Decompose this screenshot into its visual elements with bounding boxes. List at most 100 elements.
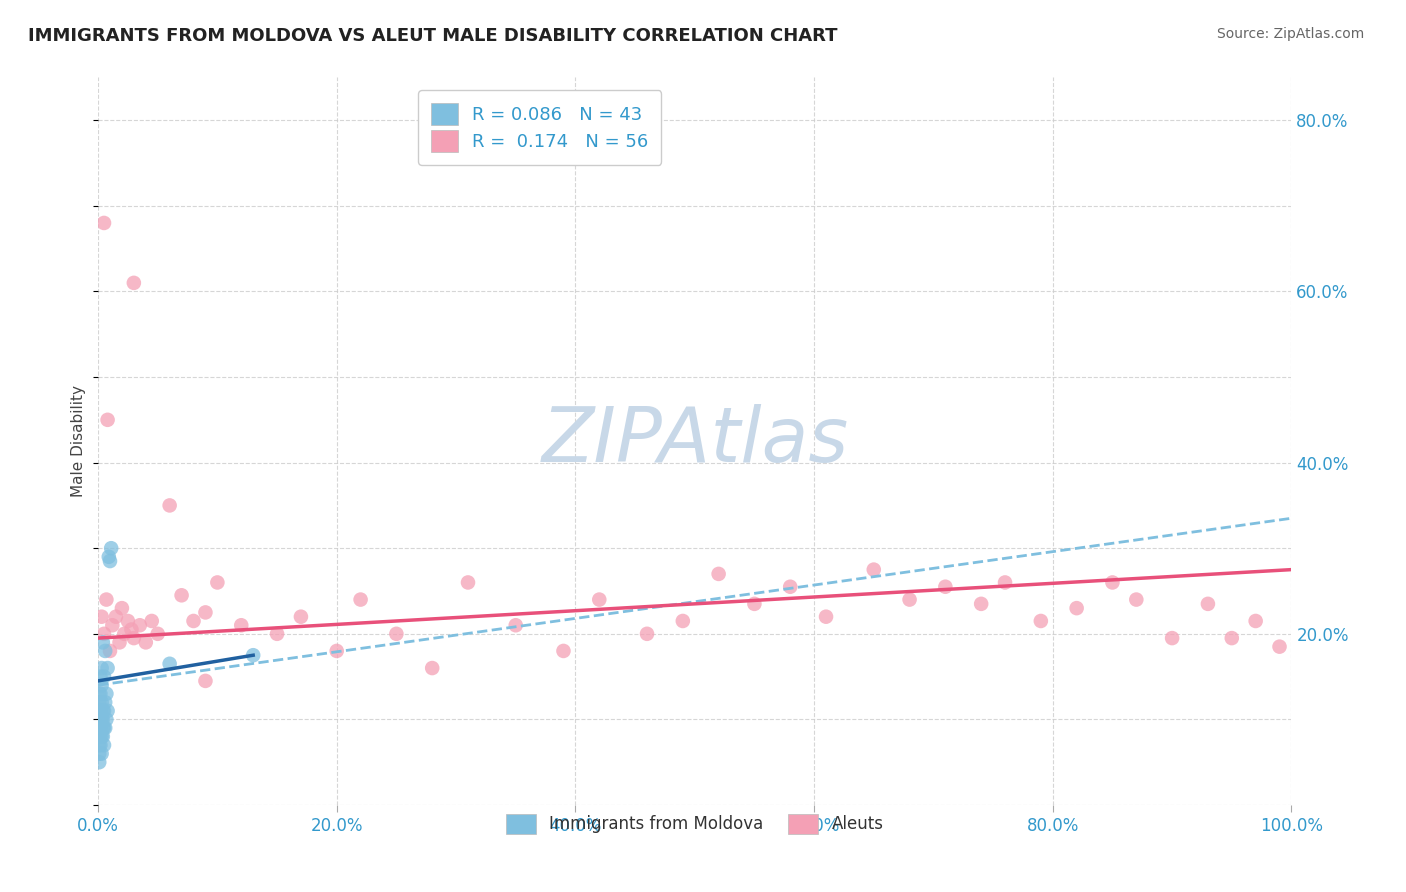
Point bbox=[1197, 597, 1219, 611]
Point bbox=[266, 627, 288, 641]
Point bbox=[101, 618, 124, 632]
Point bbox=[97, 704, 120, 718]
Point bbox=[98, 644, 121, 658]
Point bbox=[90, 713, 112, 727]
Point bbox=[194, 673, 217, 688]
Point bbox=[1066, 601, 1088, 615]
Point bbox=[141, 614, 163, 628]
Point bbox=[93, 670, 115, 684]
Point bbox=[194, 606, 217, 620]
Point bbox=[588, 592, 610, 607]
Point bbox=[108, 635, 131, 649]
Point bbox=[94, 695, 117, 709]
Point bbox=[135, 635, 157, 649]
Point bbox=[325, 644, 347, 658]
Point bbox=[128, 618, 150, 632]
Point bbox=[89, 755, 111, 769]
Point bbox=[89, 738, 111, 752]
Point bbox=[121, 623, 143, 637]
Point bbox=[89, 687, 111, 701]
Point bbox=[183, 614, 205, 628]
Point bbox=[707, 566, 730, 581]
Point bbox=[96, 592, 118, 607]
Point bbox=[242, 648, 264, 663]
Point bbox=[96, 713, 118, 727]
Point bbox=[815, 609, 838, 624]
Point bbox=[122, 276, 145, 290]
Point bbox=[90, 678, 112, 692]
Point bbox=[90, 695, 112, 709]
Point bbox=[636, 627, 658, 641]
Point bbox=[90, 609, 112, 624]
Point bbox=[89, 687, 111, 701]
Point bbox=[97, 413, 120, 427]
Point bbox=[89, 721, 111, 735]
Point bbox=[505, 618, 527, 632]
Point bbox=[862, 563, 884, 577]
Point bbox=[91, 635, 114, 649]
Point bbox=[93, 721, 115, 735]
Point bbox=[93, 216, 115, 230]
Point bbox=[159, 657, 181, 671]
Text: Source: ZipAtlas.com: Source: ZipAtlas.com bbox=[1216, 27, 1364, 41]
Point bbox=[91, 721, 114, 735]
Point bbox=[89, 730, 111, 744]
Point bbox=[100, 541, 122, 556]
Point bbox=[117, 614, 139, 628]
Point bbox=[170, 588, 193, 602]
Point bbox=[146, 627, 169, 641]
Point bbox=[97, 661, 120, 675]
Point bbox=[1268, 640, 1291, 654]
Point bbox=[420, 661, 443, 675]
Point bbox=[90, 747, 112, 761]
Point bbox=[744, 597, 766, 611]
Text: ZIPAtlas: ZIPAtlas bbox=[541, 404, 848, 478]
Point bbox=[89, 713, 111, 727]
Point bbox=[97, 549, 120, 564]
Point bbox=[96, 687, 118, 701]
Point bbox=[934, 580, 956, 594]
Point bbox=[90, 661, 112, 675]
Point bbox=[89, 721, 111, 735]
Point bbox=[89, 713, 111, 727]
Point bbox=[89, 738, 111, 752]
Point bbox=[122, 631, 145, 645]
Point bbox=[898, 592, 921, 607]
Point bbox=[457, 575, 479, 590]
Point bbox=[91, 730, 114, 744]
Point bbox=[994, 575, 1017, 590]
Point bbox=[1161, 631, 1184, 645]
Point bbox=[385, 627, 408, 641]
Point bbox=[91, 704, 114, 718]
Point bbox=[1220, 631, 1243, 645]
Point bbox=[1244, 614, 1267, 628]
Y-axis label: Male Disability: Male Disability bbox=[72, 385, 86, 497]
Point bbox=[93, 704, 115, 718]
Text: IMMIGRANTS FROM MOLDOVA VS ALEUT MALE DISABILITY CORRELATION CHART: IMMIGRANTS FROM MOLDOVA VS ALEUT MALE DI… bbox=[28, 27, 838, 45]
Point bbox=[207, 575, 229, 590]
Point bbox=[89, 704, 111, 718]
Point bbox=[93, 738, 115, 752]
Point bbox=[1125, 592, 1147, 607]
Legend: Immigrants from Moldova, Aleuts: Immigrants from Moldova, Aleuts bbox=[496, 804, 894, 844]
Point bbox=[89, 670, 111, 684]
Point bbox=[90, 730, 112, 744]
Point bbox=[349, 592, 371, 607]
Point bbox=[94, 721, 117, 735]
Point bbox=[779, 580, 801, 594]
Point bbox=[89, 747, 111, 761]
Point bbox=[112, 627, 135, 641]
Point bbox=[1029, 614, 1052, 628]
Point bbox=[553, 644, 575, 658]
Point bbox=[970, 597, 993, 611]
Point bbox=[89, 695, 111, 709]
Point bbox=[94, 644, 117, 658]
Point bbox=[91, 713, 114, 727]
Point bbox=[98, 554, 121, 568]
Point bbox=[159, 499, 181, 513]
Point bbox=[290, 609, 312, 624]
Point bbox=[231, 618, 253, 632]
Point bbox=[672, 614, 695, 628]
Point bbox=[111, 601, 134, 615]
Point bbox=[89, 704, 111, 718]
